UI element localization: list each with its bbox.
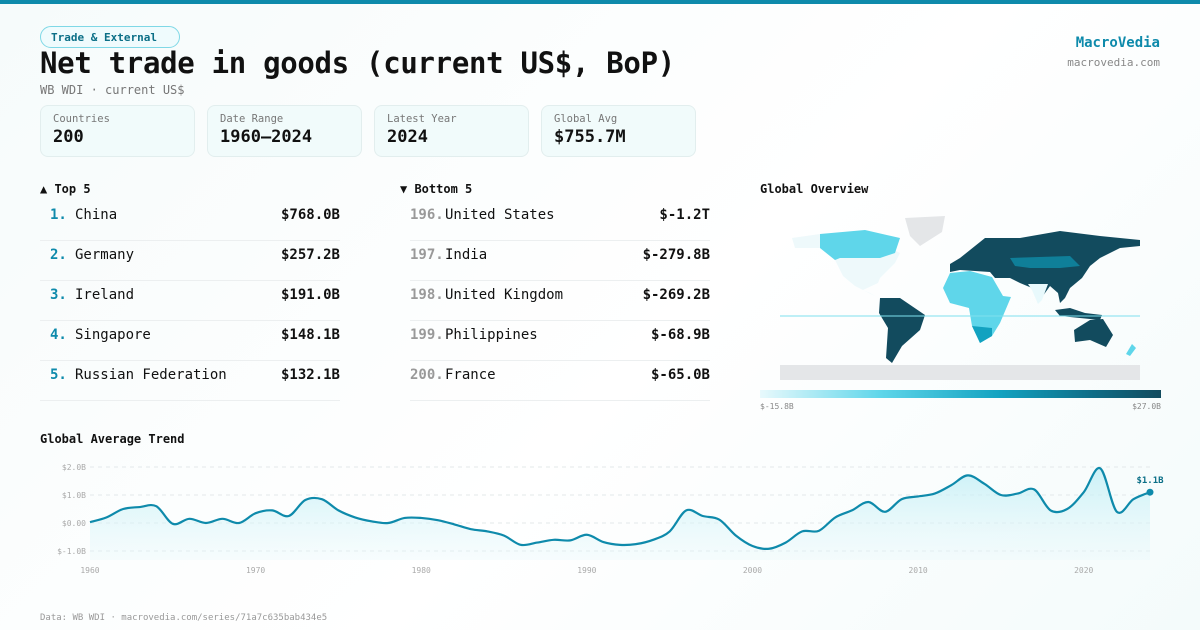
country-value: $-1.2T [659,207,710,223]
stat-card-countries: Countries 200 [40,105,195,157]
trend-area [90,468,1150,560]
rank-number: 5. [50,367,67,383]
stat-card-date-range: Date Range 1960–2024 [207,105,362,157]
x-tick-label: 1970 [246,566,265,575]
rank-row[interactable]: 4. Singapore $148.1B [40,321,340,361]
rank-number: 200. [410,367,444,383]
x-tick-label: 1990 [577,566,596,575]
country-value: $191.0B [280,287,340,303]
country-value: $-269.2B [642,287,710,303]
country-value: $148.1B [280,327,340,343]
trend-line [89,467,1151,550]
stat-label: Date Range [220,113,284,125]
region-antarctica [780,365,1140,380]
rank-number: 196. [410,207,444,223]
map-title: Global Overview [760,182,869,196]
top5-heading: ▲ Top 5 [40,182,91,196]
top-accent-bar [0,0,1200,4]
stat-value: 200 [53,127,84,147]
page-title: Net trade in goods (current US$, BoP) [40,46,675,80]
country-name: China [75,207,118,223]
y-tick-label: $1.0B [62,491,86,500]
region-south-america[interactable] [879,298,925,363]
rank-row[interactable]: 198. United Kingdom $-269.2B [410,281,710,321]
country-name: Russian Federation [75,367,227,383]
region-india[interactable] [1028,284,1048,304]
rank-row[interactable]: 197. India $-279.8B [410,241,710,281]
rank-row[interactable]: 2. Germany $257.2B [40,241,340,281]
stat-label: Global Avg [554,113,618,125]
chart-title: Global Average Trend [40,432,185,446]
map-color-legend [760,390,1161,398]
page-subtitle: WB WDI · current US$ [40,83,185,97]
rank-row[interactable]: 199. Philippines $-68.9B [410,321,710,361]
trend-chart[interactable]: $2.0B $1.0B $0.00 $-1.0B 1960 1970 1980 1990 200… [0,450,1200,580]
category-badge[interactable]: Trade & External [40,26,180,48]
region-central-asia[interactable] [1010,256,1080,268]
stat-label: Latest Year [387,113,457,125]
rank-number: 4. [50,327,67,343]
world-map[interactable] [780,210,1140,380]
brand-logo[interactable]: MacroVedia [1075,35,1160,51]
y-tick-label: $2.0B [62,463,86,472]
rank-number: 198. [410,287,444,303]
country-value: $-65.0B [650,367,710,383]
country-name: Singapore [75,327,151,343]
stat-value: 2024 [387,127,428,147]
rank-row[interactable]: 3. Ireland $191.0B [40,281,340,321]
rank-number: 3. [50,287,67,303]
country-name: Philippines [445,327,538,343]
region-indonesia[interactable] [1055,308,1102,320]
region-new-zealand[interactable] [1126,344,1136,356]
country-value: $-68.9B [650,327,710,343]
country-value: $768.0B [280,207,340,223]
region-australia[interactable] [1074,319,1113,347]
rank-number: 1. [50,207,67,223]
legend-max-label: $27.0B [1132,402,1161,411]
rank-row[interactable]: 5. Russian Federation $132.1B [40,361,340,401]
y-tick-label: $0.00 [62,519,86,528]
rank-row[interactable]: 196. United States $-1.2T [410,201,710,241]
rank-number: 199. [410,327,444,343]
rank-number: 2. [50,247,67,263]
country-name: United Kingdom [445,287,564,303]
country-value: $257.2B [280,247,340,263]
country-name: India [445,247,488,263]
region-greenland [905,216,945,246]
stat-label: Countries [53,113,110,125]
country-name: France [445,367,496,383]
brand-url[interactable]: macrovedia.com [1067,56,1160,69]
country-value: $-279.8B [642,247,710,263]
rank-row[interactable]: 1. China $768.0B [40,201,340,241]
rank-row[interactable]: 200. France $-65.0B [410,361,710,401]
stat-value: 1960–2024 [220,127,313,147]
legend-min-label: $-15.8B [760,402,794,411]
x-tick-label: 2000 [743,566,762,575]
x-tick-label: 2020 [1074,566,1093,575]
last-point-marker [1146,488,1154,496]
x-tick-label: 2010 [908,566,927,575]
country-name: United States [445,207,555,223]
stat-card-global-avg: Global Avg $755.7M [541,105,696,157]
region-africa[interactable] [943,271,1011,343]
region-southern-africa[interactable] [972,326,992,343]
region-canada[interactable] [820,230,900,260]
rank-number: 197. [410,247,444,263]
country-name: Germany [75,247,135,263]
country-value: $132.1B [280,367,340,383]
source-footer: Data: WB WDI · macrovedia.com/series/71a… [40,613,328,623]
x-tick-label: 1980 [412,566,431,575]
last-value-label: $1.1B [1136,476,1164,486]
country-name: Ireland [75,287,135,303]
stat-card-latest-year: Latest Year 2024 [374,105,529,157]
y-tick-label: $-1.0B [57,547,86,556]
stat-value: $755.7M [554,127,626,147]
x-tick-label: 1960 [80,566,99,575]
bottom5-heading: ▼ Bottom 5 [400,182,473,196]
